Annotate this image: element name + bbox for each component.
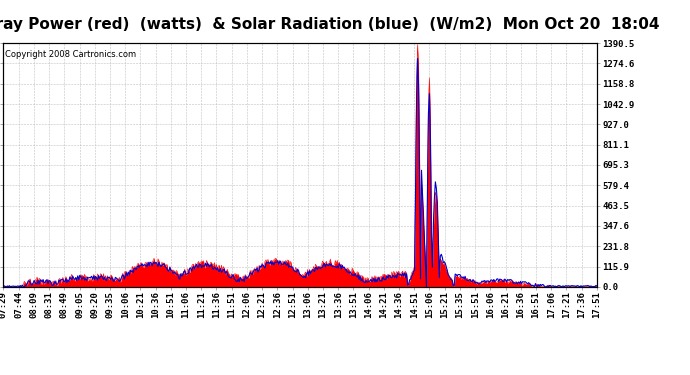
Text: Copyright 2008 Cartronics.com: Copyright 2008 Cartronics.com	[5, 51, 136, 59]
Text: East Array Power (red)  (watts)  & Solar Radiation (blue)  (W/m2)  Mon Oct 20  1: East Array Power (red) (watts) & Solar R…	[0, 17, 660, 32]
